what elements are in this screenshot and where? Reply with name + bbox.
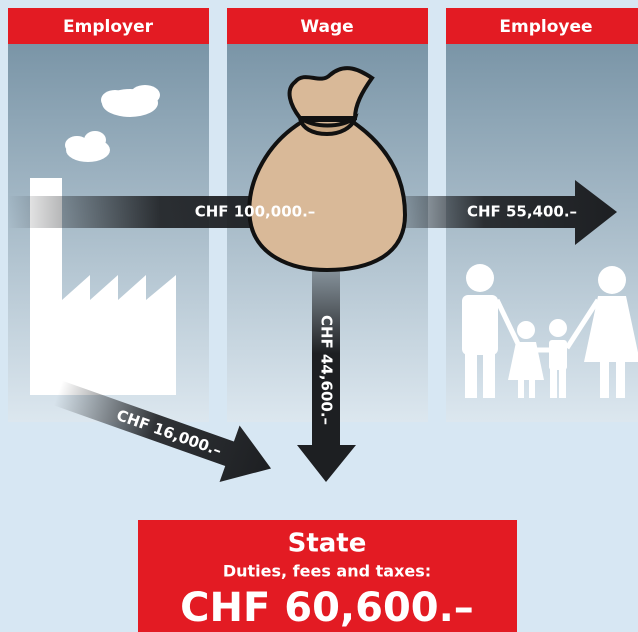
arrow [53, 380, 272, 483]
flow-label: CHF 55,400.– [467, 203, 577, 221]
state-subtitle: Duties, fees and taxes: [223, 562, 431, 581]
header [446, 8, 638, 44]
flow-label: CHF 100,000.– [195, 203, 316, 221]
column-title: Wage [300, 17, 353, 37]
state-total: CHF 60,600.– [180, 585, 474, 631]
state-box: State Duties, fees and taxes: CHF 60,600… [138, 520, 517, 632]
arrow [375, 180, 617, 245]
flow-label: CHF 44,600.– [318, 315, 336, 425]
header [227, 8, 428, 44]
family [462, 264, 638, 398]
state-title: State [288, 529, 367, 559]
columns: Employer Wage Employee [8, 8, 638, 422]
factory-clouds [30, 85, 176, 395]
money-bag [247, 66, 408, 273]
header [8, 8, 209, 44]
arrow [297, 268, 356, 482]
column-title: Employer [63, 17, 154, 37]
column-title: Employee [499, 17, 592, 37]
